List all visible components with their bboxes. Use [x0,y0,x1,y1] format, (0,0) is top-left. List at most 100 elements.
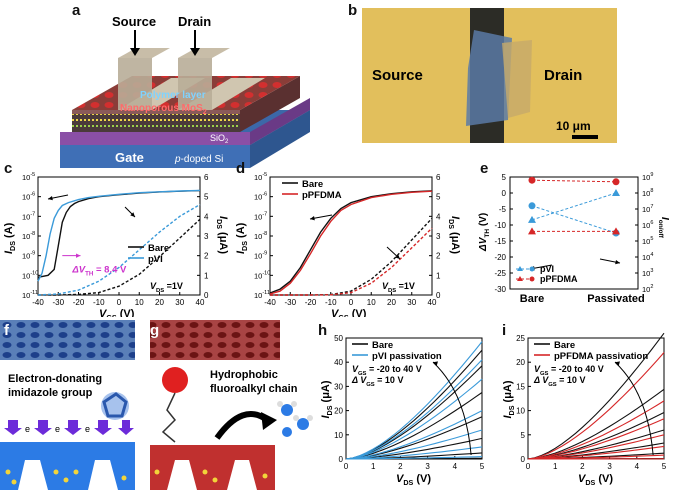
scale-bar [572,135,598,139]
y-tick-label: 10-7 [22,211,35,221]
g-caption-1: Hydrophobic [210,369,278,381]
series-pvi-linear [37,203,201,296]
device-schematic: Source Drain Polymer layer Nanoporous Mo… [60,14,310,168]
repel-arrow-icon [214,411,269,440]
schematic-source-label: Source [112,14,156,29]
x-tick-label: 10 [367,298,376,307]
y-tick-label: 5 [521,431,526,440]
passivated-curve [527,400,665,460]
y-tick-label: 10-5 [254,172,267,182]
panel-label-c: c [4,160,13,177]
shift-arrow-head [76,253,81,258]
x-tick-label: 1 [371,462,376,471]
x-tick-label: 3 [607,462,612,471]
x-axis-label: VGS (V) [331,308,367,317]
y-tick-label: 15 [516,382,525,391]
y-tick-label: 10-11 [22,290,38,300]
y2-tick-label: 3 [204,232,209,241]
right-axis-arrow-head [615,259,620,265]
y2-tick-label: 0 [204,291,209,300]
category-label: Bare [520,293,544,305]
y-axis-label: IDS (A) [235,222,249,254]
y2-tick-label: 2 [204,252,209,261]
y-tick-label: 10-8 [254,231,267,241]
y-tick-label: 0 [521,455,526,464]
y2-tick-label: 6 [204,173,209,182]
y-tick-label: 10-10 [22,270,38,280]
vds-note: VDS =1V [150,281,183,294]
passivated-curve [345,446,483,460]
legend-entry: pVI [540,264,554,274]
y-tick-label: 30 [334,382,343,391]
schematic-drain-label: Drain [178,14,211,29]
series-pvi-log [37,189,201,282]
blue-passivation-coat [0,442,135,490]
g-caption-2: fluoroalkyl chain [210,383,298,395]
gate-label: Gate [115,150,144,165]
y2-tick-label: 2 [436,252,441,261]
micrograph-source-label: Source [372,67,423,84]
y-tick-label: -20 [494,253,506,262]
passivated-surface-red [150,320,280,360]
y-axis-label: IDS (μA) [320,380,334,418]
passivated-curve [527,445,665,460]
y2-tick-label: 4 [436,212,441,221]
y-tick-label: 10-10 [254,270,270,280]
y-tick-label: -15 [494,237,506,246]
passivated-curve [527,434,665,460]
x-tick-label: 0 [349,298,354,307]
x-tick-label: 10 [135,298,144,307]
vds-note: VDS =1V [382,281,415,294]
y-tick-label: 10-7 [254,211,267,221]
x-axis-label: VGS (V) [99,308,135,317]
x-axis-label: VDS (V) [396,473,431,487]
x-tick-label: 40 [428,298,437,307]
panel-label-g: g [150,322,160,339]
legend-entry: pVI passivation [372,351,442,362]
x-axis-label: VDS (V) [578,473,613,487]
x-tick-label: 20 [387,298,396,307]
electron-label: e [85,424,90,434]
legend-circle [529,276,535,282]
fluoroalkyl-icon [162,367,188,393]
y-axis-label: IDS (μA) [502,380,516,418]
x-tick-label: -20 [305,298,317,307]
y-tick-label: -25 [494,269,506,278]
passivated-curve [346,456,483,460]
electron-arrows [4,420,134,435]
legend-triangle [517,276,523,281]
x-tick-label: 0 [344,462,349,471]
y-axis-label: ΔVTH (V) [478,213,491,252]
y-tick-label: 10-9 [22,251,35,261]
log-axis-arrow-head [48,195,53,201]
passivated-curve [345,341,483,460]
y2-tick-label: 4 [204,212,209,221]
y2-tick-label: 1 [204,271,209,280]
y2-tick-label: 105 [642,236,653,246]
marker-triangle [612,189,620,196]
vgs-direction-arrow [614,361,654,456]
y-tick-label: 25 [516,334,525,343]
y-tick-label: 0 [502,189,507,198]
passivated-curve [527,418,665,460]
marker-triangle [612,227,620,235]
y-tick-label: 20 [516,358,525,367]
legend-entry: pPFDMA [302,190,342,201]
y-tick-label: 40 [334,358,343,367]
y2-axis-label: IDS (μA) [447,216,460,254]
flake [466,30,512,126]
y-tick-label: 10 [516,407,525,416]
y2-tick-label: 0 [436,291,441,300]
panel-label-b: b [348,2,358,19]
panel-label-h: h [318,322,328,339]
red-passivation-coat [150,445,275,490]
x-tick-label: 40 [196,298,205,307]
y-tick-label: -5 [499,205,507,214]
mos2-label: Nanoporous MoS2 [120,103,207,116]
legend-triangle [517,266,523,271]
vgs-direction-arrow-head-head [615,361,620,366]
water-molecule-icon [277,401,313,437]
vgs-direction-arrow [432,361,472,456]
legend-entry: pPFDMA [540,274,578,284]
